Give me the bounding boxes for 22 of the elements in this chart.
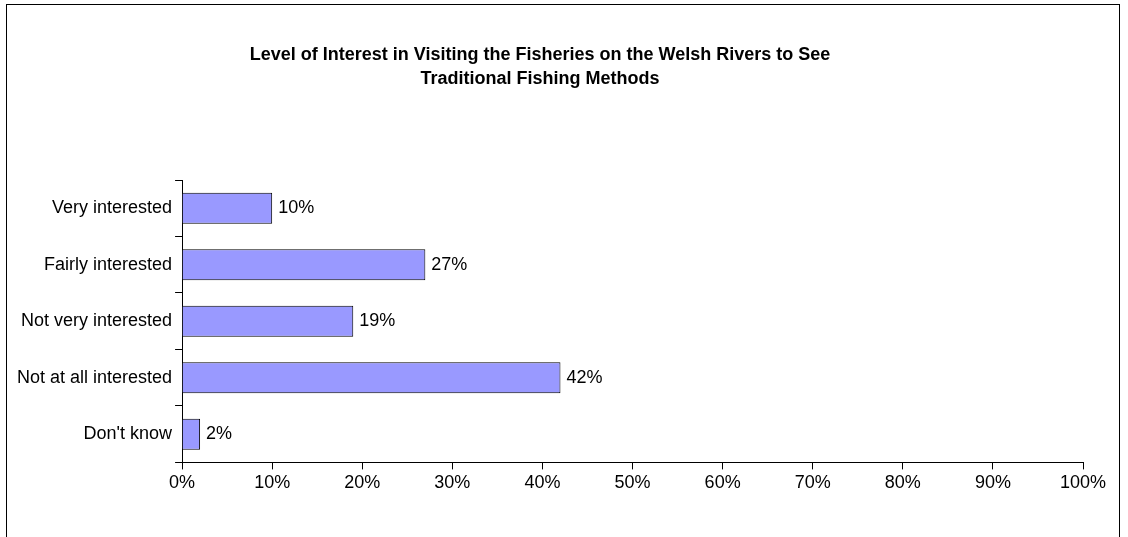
data-label: 10% [278, 197, 315, 218]
x-tick-label: 0% [169, 472, 196, 493]
data-label: 42% [566, 366, 603, 387]
x-tick-label: 100% [1059, 472, 1107, 493]
y-tick-label: Don't know [83, 423, 174, 444]
x-tick-label: 90% [974, 472, 1011, 493]
chart-title: Level of Interest in Visiting the Fisheries on the Welsh Rivers to See Traditional Fishing Methods [248, 43, 832, 90]
x-tick-label: 60% [704, 472, 741, 493]
y-tick-label: Fairly interested [44, 253, 173, 274]
x-tick-label: 40% [524, 472, 561, 493]
data-label: 19% [359, 310, 396, 331]
data-label: 2% [206, 423, 233, 444]
x-tick-label: 70% [794, 472, 831, 493]
y-tick-label: Very interested [52, 197, 173, 218]
y-tick-label: Not at all interested [16, 366, 173, 387]
y-tick-label: Not very interested [21, 310, 173, 331]
x-tick-label: 10% [254, 472, 291, 493]
x-tick-label: 30% [434, 472, 471, 493]
data-label: 27% [431, 253, 468, 274]
x-tick-label: 80% [884, 472, 921, 493]
x-tick-label: 50% [614, 472, 651, 493]
x-tick-label: 20% [344, 472, 381, 493]
